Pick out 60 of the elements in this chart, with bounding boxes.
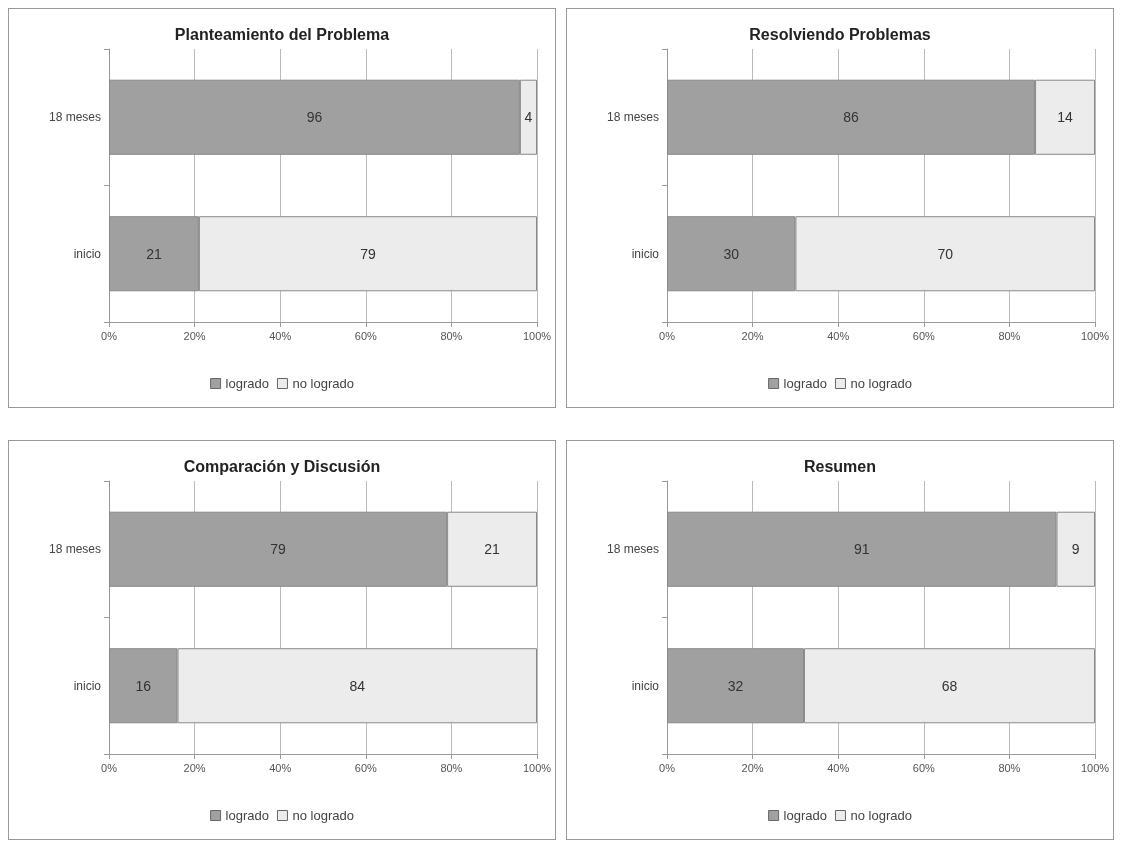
legend-label: no logrado: [850, 808, 912, 823]
x-tick-label: 20%: [183, 761, 206, 774]
x-tick-label: 40%: [827, 329, 850, 342]
data-label: 68: [941, 677, 958, 694]
data-label: 4: [524, 109, 533, 126]
legend-label: logrado: [783, 808, 827, 823]
legend-label: logrado: [225, 376, 269, 391]
x-tick-label: 100%: [522, 761, 552, 774]
data-label: 32: [727, 677, 744, 694]
y-tick-label: inicio: [631, 246, 660, 261]
x-tick-label: 20%: [183, 329, 206, 342]
data-label: 96: [306, 109, 323, 126]
x-tick-label: 100%: [1080, 761, 1110, 774]
x-tick-label: 60%: [912, 329, 936, 342]
x-tick-label: 80%: [998, 329, 1021, 342]
data-label: 70: [937, 245, 954, 262]
x-tick-label: 0%: [101, 761, 118, 774]
x-tick-label: 0%: [659, 761, 676, 774]
data-label: 79: [270, 541, 287, 558]
data-label: 14: [1057, 109, 1074, 126]
x-tick-label: 20%: [741, 329, 764, 342]
x-tick-label: 40%: [269, 329, 292, 342]
x-tick-label: 40%: [269, 761, 292, 774]
legend-label: logrado: [783, 376, 827, 391]
x-tick-label: 0%: [101, 329, 118, 342]
y-tick-label: 18 meses: [48, 110, 101, 125]
legend-label: logrado: [225, 808, 269, 823]
x-tick-label: 60%: [354, 761, 378, 774]
data-label: 21: [484, 541, 501, 558]
data-label: 86: [843, 109, 860, 126]
legend-label: no logrado: [850, 376, 912, 391]
data-label: 91: [853, 541, 870, 558]
chart-title: Resumen: [803, 457, 877, 475]
y-tick-label: 18 meses: [606, 542, 659, 557]
x-tick-label: 0%: [659, 329, 676, 342]
x-tick-label: 60%: [354, 329, 378, 342]
chart-title: Planteamiento del Problema: [174, 25, 390, 43]
data-label: 16: [135, 677, 152, 694]
x-tick-label: 60%: [912, 761, 936, 774]
legend-label: no logrado: [292, 808, 354, 823]
chart-title: Resolviendo Problemas: [749, 25, 931, 43]
x-tick-label: 40%: [827, 761, 850, 774]
x-tick-label: 80%: [998, 761, 1021, 774]
x-tick-label: 80%: [440, 329, 463, 342]
x-tick-label: 80%: [440, 761, 463, 774]
y-tick-label: 18 meses: [606, 110, 659, 125]
x-tick-label: 100%: [1080, 329, 1110, 342]
x-tick-label: 100%: [522, 329, 552, 342]
y-tick-label: inicio: [73, 678, 102, 693]
x-tick-label: 20%: [741, 761, 764, 774]
y-tick-label: inicio: [631, 678, 660, 693]
y-tick-label: inicio: [73, 246, 102, 261]
y-tick-label: 18 meses: [48, 542, 101, 557]
chart-title: Comparación y Discusión: [183, 457, 381, 475]
data-label: 21: [146, 245, 162, 262]
legend-label: no logrado: [292, 376, 354, 391]
data-label: 84: [349, 677, 366, 694]
data-label: 9: [1071, 541, 1080, 558]
data-label: 30: [723, 245, 740, 262]
data-label: 79: [360, 245, 376, 262]
